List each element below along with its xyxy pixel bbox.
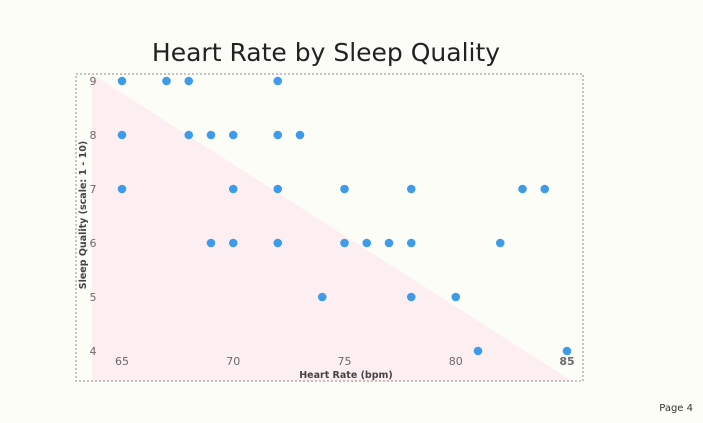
data-point (473, 346, 483, 356)
y-axis-ticks: 9 8 7 6 5 4 (90, 75, 97, 358)
data-point (228, 130, 238, 140)
x-tick-label: 75 (338, 355, 352, 368)
x-axis-ticks: 65 70 75 80 85 (115, 355, 575, 368)
data-point (273, 184, 283, 194)
y-tick-label: 6 (90, 237, 97, 250)
data-point (384, 238, 394, 248)
y-tick-label: 7 (90, 183, 97, 196)
data-point (340, 238, 349, 248)
data-point (562, 346, 572, 356)
y-axis-title: Sleep Quality (scale: 1 - 10) (78, 141, 89, 289)
x-tick-label: 65 (115, 355, 129, 368)
data-point (518, 184, 527, 194)
data-point (228, 184, 238, 194)
data-point (273, 76, 283, 86)
data-point (451, 292, 461, 302)
data-point (206, 130, 216, 140)
page-number: Page 4 (659, 403, 693, 414)
data-point (540, 184, 550, 194)
data-point (495, 238, 505, 248)
background-triangle (92, 74, 572, 381)
data-point (317, 292, 327, 302)
data-point (184, 130, 194, 140)
x-tick-label: 80 (449, 355, 463, 368)
y-tick-label: 8 (90, 129, 97, 142)
data-point (228, 238, 238, 248)
data-point (295, 130, 305, 140)
y-tick-label: 9 (90, 75, 97, 88)
data-point (206, 238, 216, 248)
data-points (117, 76, 572, 356)
chart-title: Heart Rate by Sleep Quality (151, 38, 501, 67)
data-point (117, 76, 127, 86)
data-point (406, 292, 416, 302)
data-point (117, 184, 127, 194)
data-point (273, 130, 283, 140)
y-tick-label: 5 (90, 291, 97, 304)
data-point (406, 238, 416, 248)
data-point (162, 76, 171, 86)
data-point (273, 238, 283, 248)
data-point (406, 184, 416, 194)
x-tick-label: 70 (226, 355, 240, 368)
x-axis-title: Heart Rate (bpm) (299, 370, 393, 381)
y-tick-label: 4 (90, 345, 97, 358)
data-point (362, 238, 372, 248)
data-point (117, 130, 127, 140)
data-point (340, 184, 349, 194)
data-point (184, 76, 194, 86)
x-tick-label: 85 (559, 355, 574, 368)
plot-frame (75, 73, 584, 382)
